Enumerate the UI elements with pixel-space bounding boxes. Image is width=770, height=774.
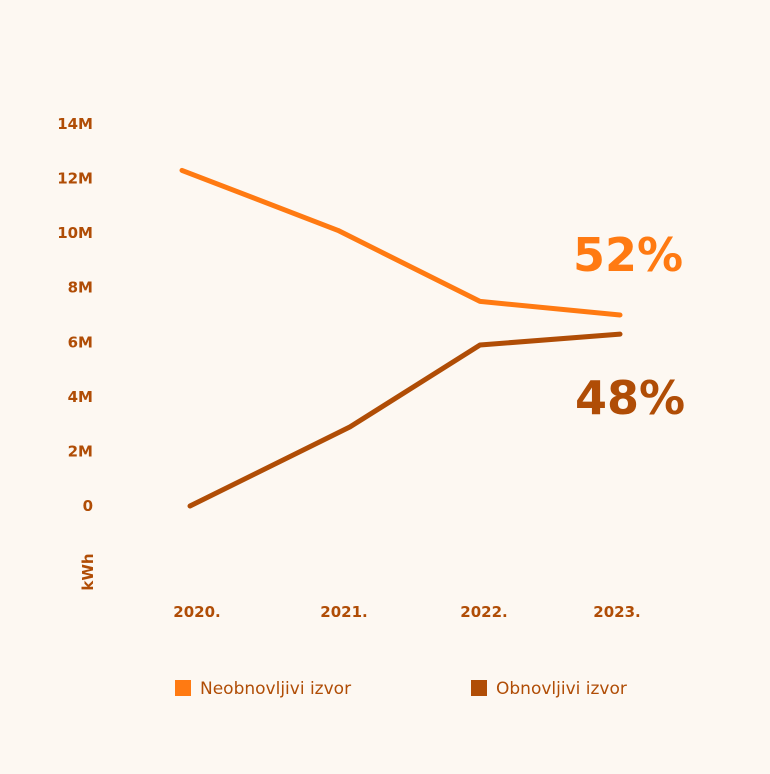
legend-label: Obnovljivi izvor [496, 679, 627, 699]
y-tick-label: 8M [68, 279, 93, 297]
y-tick-label: 14M [57, 115, 93, 133]
end-label-neobnovljivi: 52% [573, 228, 683, 282]
y-tick-label: 0 [83, 497, 93, 515]
x-tick-label: 2022. [460, 603, 507, 621]
legend-label: Neobnovljivi izvor [200, 679, 351, 699]
x-axis-ticks: 2020. 2021. 2022. 2023. [173, 603, 640, 621]
end-labels: 52% 48% [573, 228, 685, 425]
y-tick-label: 10M [57, 224, 93, 242]
end-label-obnovljivi: 48% [575, 371, 685, 425]
x-tick-label: 2023. [593, 603, 640, 621]
x-tick-label: 2021. [320, 603, 367, 621]
y-tick-label: 2M [68, 442, 93, 460]
series-line-neobnovljivi [179, 167, 623, 318]
y-axis-label: kWh [79, 553, 97, 590]
x-tick-label: 2020. [173, 603, 220, 621]
y-axis-ticks: 0 2M 4M 6M 8M 10M 12M 14M [57, 115, 93, 515]
legend-swatch [471, 680, 487, 696]
legend: Neobnovljivi izvor Obnovljivi izvor [175, 679, 627, 699]
y-tick-label: 6M [68, 333, 93, 351]
series-lines [179, 167, 623, 509]
y-tick-label: 4M [68, 388, 93, 406]
legend-swatch [175, 680, 191, 696]
y-tick-label: 12M [57, 170, 93, 188]
series-line-obnovljivi [187, 331, 623, 509]
